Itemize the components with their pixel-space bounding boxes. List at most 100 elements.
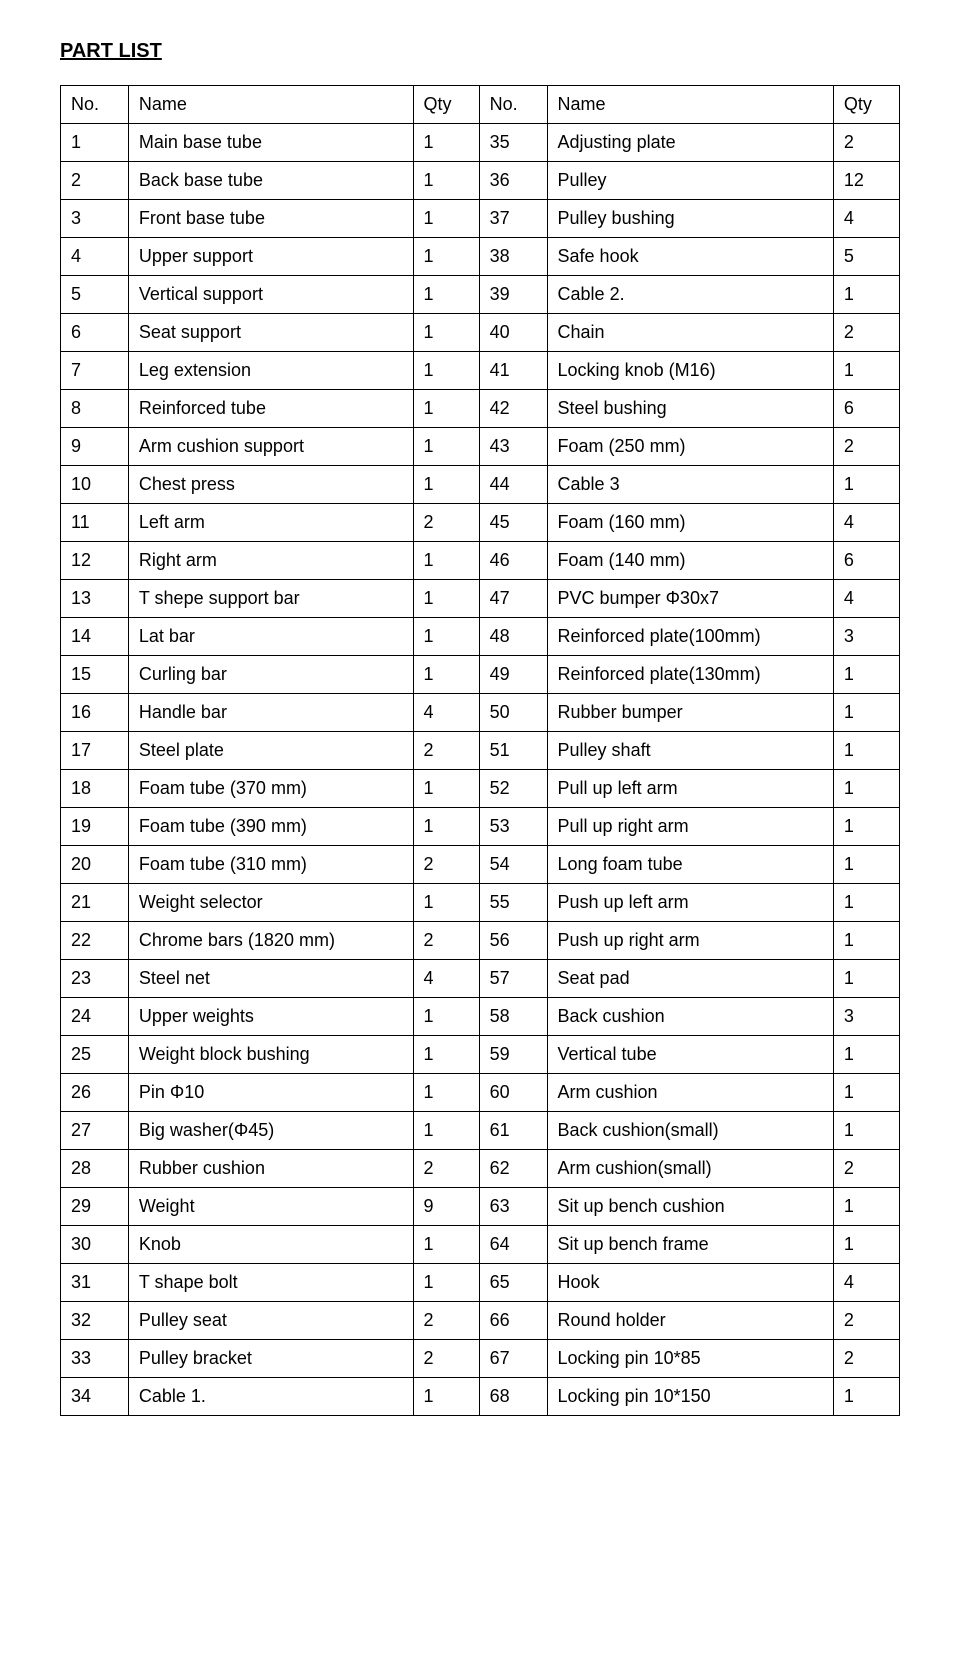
cell-name2: Locking pin 10*85 — [547, 1340, 833, 1378]
cell-name2: Vertical tube — [547, 1036, 833, 1074]
cell-no2: 43 — [479, 428, 547, 466]
cell-qty2: 1 — [833, 276, 899, 314]
cell-name2: Safe hook — [547, 238, 833, 276]
cell-qty1: 2 — [413, 732, 479, 770]
cell-no1: 10 — [61, 466, 129, 504]
cell-name2: Round holder — [547, 1302, 833, 1340]
cell-name2: Push up left arm — [547, 884, 833, 922]
cell-no1: 26 — [61, 1074, 129, 1112]
cell-name1: Knob — [128, 1226, 413, 1264]
table-row: 25Weight block bushing159Vertical tube1 — [61, 1036, 900, 1074]
cell-name2: PVC bumper Φ30x7 — [547, 580, 833, 618]
cell-no1: 30 — [61, 1226, 129, 1264]
cell-qty1: 2 — [413, 504, 479, 542]
cell-no2: 47 — [479, 580, 547, 618]
cell-no2: 65 — [479, 1264, 547, 1302]
cell-no1: 19 — [61, 808, 129, 846]
cell-qty1: 1 — [413, 352, 479, 390]
cell-name1: Back base tube — [128, 162, 413, 200]
cell-no2: 48 — [479, 618, 547, 656]
header-name2: Name — [547, 86, 833, 124]
cell-name2: Sit up bench cushion — [547, 1188, 833, 1226]
cell-qty2: 6 — [833, 390, 899, 428]
cell-no2: 36 — [479, 162, 547, 200]
cell-name2: Pulley bushing — [547, 200, 833, 238]
cell-no1: 4 — [61, 238, 129, 276]
cell-qty1: 1 — [413, 1264, 479, 1302]
cell-no1: 11 — [61, 504, 129, 542]
cell-qty2: 4 — [833, 504, 899, 542]
cell-qty1: 2 — [413, 922, 479, 960]
cell-qty2: 1 — [833, 1074, 899, 1112]
header-qty1: Qty — [413, 86, 479, 124]
cell-qty1: 2 — [413, 1150, 479, 1188]
table-row: 17Steel plate251Pulley shaft1 — [61, 732, 900, 770]
cell-qty1: 1 — [413, 656, 479, 694]
table-row: 7Leg extension141Locking knob (M16)1 — [61, 352, 900, 390]
cell-name1: Steel plate — [128, 732, 413, 770]
cell-name2: Reinforced plate(130mm) — [547, 656, 833, 694]
cell-qty1: 1 — [413, 238, 479, 276]
cell-name1: Front base tube — [128, 200, 413, 238]
cell-qty1: 1 — [413, 580, 479, 618]
cell-no2: 64 — [479, 1226, 547, 1264]
cell-name1: Upper support — [128, 238, 413, 276]
cell-qty1: 1 — [413, 124, 479, 162]
cell-name2: Arm cushion — [547, 1074, 833, 1112]
table-row: 27Big washer(Φ45)161Back cushion(small)1 — [61, 1112, 900, 1150]
cell-qty1: 1 — [413, 542, 479, 580]
cell-no1: 15 — [61, 656, 129, 694]
cell-no2: 39 — [479, 276, 547, 314]
table-row: 29Weight963Sit up bench cushion1 — [61, 1188, 900, 1226]
cell-qty2: 2 — [833, 314, 899, 352]
cell-qty2: 1 — [833, 808, 899, 846]
cell-name1: Foam tube (310 mm) — [128, 846, 413, 884]
cell-no1: 8 — [61, 390, 129, 428]
cell-no1: 25 — [61, 1036, 129, 1074]
cell-name2: Cable 2. — [547, 276, 833, 314]
table-row: 21Weight selector155Push up left arm1 — [61, 884, 900, 922]
cell-qty2: 12 — [833, 162, 899, 200]
cell-qty1: 1 — [413, 884, 479, 922]
cell-qty2: 1 — [833, 732, 899, 770]
table-row: 31T shape bolt165Hook4 — [61, 1264, 900, 1302]
cell-qty2: 1 — [833, 1378, 899, 1416]
cell-qty1: 1 — [413, 276, 479, 314]
header-no2: No. — [479, 86, 547, 124]
cell-no1: 1 — [61, 124, 129, 162]
cell-name2: Adjusting plate — [547, 124, 833, 162]
table-row: 33Pulley bracket267Locking pin 10*852 — [61, 1340, 900, 1378]
cell-no2: 67 — [479, 1340, 547, 1378]
cell-qty2: 1 — [833, 1112, 899, 1150]
cell-qty1: 1 — [413, 314, 479, 352]
cell-qty1: 1 — [413, 1074, 479, 1112]
cell-no1: 3 — [61, 200, 129, 238]
cell-qty2: 3 — [833, 998, 899, 1036]
cell-name1: Foam tube (370 mm) — [128, 770, 413, 808]
cell-no2: 63 — [479, 1188, 547, 1226]
cell-qty1: 2 — [413, 1340, 479, 1378]
cell-no1: 24 — [61, 998, 129, 1036]
cell-qty1: 1 — [413, 1036, 479, 1074]
cell-no1: 18 — [61, 770, 129, 808]
cell-name2: Hook — [547, 1264, 833, 1302]
cell-no2: 53 — [479, 808, 547, 846]
cell-no1: 33 — [61, 1340, 129, 1378]
cell-no2: 60 — [479, 1074, 547, 1112]
cell-no1: 21 — [61, 884, 129, 922]
cell-name1: Chrome bars (1820 mm) — [128, 922, 413, 960]
cell-qty2: 6 — [833, 542, 899, 580]
cell-no1: 20 — [61, 846, 129, 884]
cell-no1: 2 — [61, 162, 129, 200]
cell-qty2: 2 — [833, 124, 899, 162]
cell-qty2: 1 — [833, 1188, 899, 1226]
cell-no2: 68 — [479, 1378, 547, 1416]
cell-qty1: 2 — [413, 846, 479, 884]
cell-name2: Pulley shaft — [547, 732, 833, 770]
cell-no2: 66 — [479, 1302, 547, 1340]
header-no1: No. — [61, 86, 129, 124]
cell-qty1: 1 — [413, 1378, 479, 1416]
cell-name1: Weight selector — [128, 884, 413, 922]
cell-no2: 49 — [479, 656, 547, 694]
cell-name1: Reinforced tube — [128, 390, 413, 428]
